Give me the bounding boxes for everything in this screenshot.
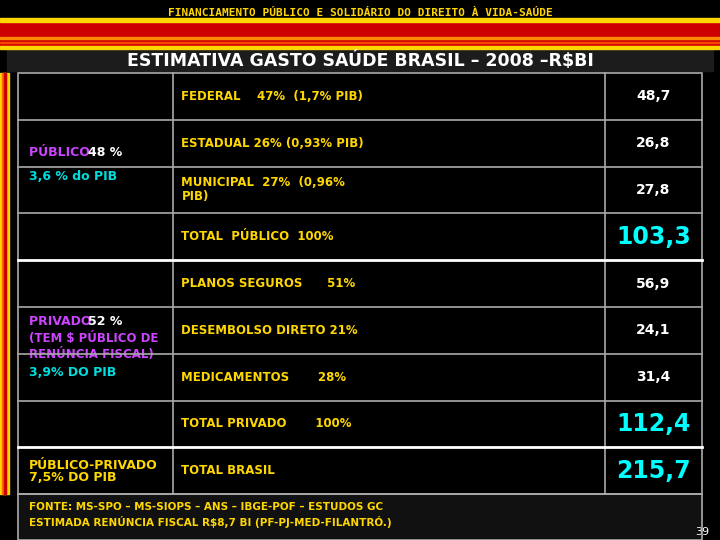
Bar xyxy=(0,22,720,48)
Text: TOTAL PRIVADO       100%: TOTAL PRIVADO 100% xyxy=(181,417,352,430)
Bar xyxy=(18,494,702,540)
Bar xyxy=(4,73,6,494)
Text: PLANOS SEGUROS      51%: PLANOS SEGUROS 51% xyxy=(181,277,356,290)
Text: FONTE: MS-SPO – MS-SIOPS – ANS – IBGE-POF – ESTUDOS GC: FONTE: MS-SPO – MS-SIOPS – ANS – IBGE-PO… xyxy=(29,502,383,512)
Text: TOTAL  PÚBLICO  100%: TOTAL PÚBLICO 100% xyxy=(181,230,334,243)
Text: 48,7: 48,7 xyxy=(636,89,670,103)
Bar xyxy=(18,73,702,494)
Bar xyxy=(7,50,713,71)
Text: ESTIMATIVA GASTO SAÚDE BRASIL – 2008 –R$BI: ESTIMATIVA GASTO SAÚDE BRASIL – 2008 –R$… xyxy=(127,51,593,70)
Text: PRIVADO: PRIVADO xyxy=(29,315,100,328)
Bar xyxy=(2,73,6,494)
Text: 48 %: 48 % xyxy=(88,146,122,159)
Text: ESTADUAL 26% (0,93% PIB): ESTADUAL 26% (0,93% PIB) xyxy=(181,137,364,150)
Text: 3,6 % do PIB: 3,6 % do PIB xyxy=(29,170,117,183)
Text: MUNICIPAL  27%  (0,96%: MUNICIPAL 27% (0,96% xyxy=(181,177,346,190)
Bar xyxy=(0,73,9,494)
Bar xyxy=(0,37,720,39)
Text: PÚBLICO: PÚBLICO xyxy=(29,146,99,159)
Bar xyxy=(0,18,720,22)
Text: FEDERAL    47%  (1,7% PIB): FEDERAL 47% (1,7% PIB) xyxy=(181,90,364,103)
Text: DESEMBOLSO DIRETO 21%: DESEMBOLSO DIRETO 21% xyxy=(181,324,358,337)
Text: (TEM $ PÚBLICO DE: (TEM $ PÚBLICO DE xyxy=(29,332,158,345)
Bar xyxy=(0,42,720,43)
Text: RENÚNCIA FISCAL): RENÚNCIA FISCAL) xyxy=(29,348,153,361)
Bar xyxy=(0,0,720,35)
Text: 27,8: 27,8 xyxy=(636,183,670,197)
Text: 215,7: 215,7 xyxy=(616,458,690,483)
Text: MEDICAMENTOS       28%: MEDICAMENTOS 28% xyxy=(181,370,346,383)
Text: 112,4: 112,4 xyxy=(616,412,690,436)
Text: ESTIMADA RENÚNCIA FISCAL R$8,7 BI (PF-PJ-MED-FILANTRÓ.): ESTIMADA RENÚNCIA FISCAL R$8,7 BI (PF-PJ… xyxy=(29,516,392,529)
Text: 39: 39 xyxy=(695,527,709,537)
Text: 56,9: 56,9 xyxy=(636,276,670,291)
Text: 103,3: 103,3 xyxy=(616,225,690,249)
Text: PÚBLICO-PRIVADO: PÚBLICO-PRIVADO xyxy=(29,459,158,472)
Text: FINANCIAMENTO PÚBLICO E SOLIDÁRIO DO DIREITO À VIDA-SAÚDE: FINANCIAMENTO PÚBLICO E SOLIDÁRIO DO DIR… xyxy=(168,9,552,18)
Bar xyxy=(18,494,702,540)
Text: 31,4: 31,4 xyxy=(636,370,670,384)
Text: 7,5% DO PIB: 7,5% DO PIB xyxy=(29,471,117,484)
Text: 3,9% DO PIB: 3,9% DO PIB xyxy=(29,366,116,379)
Text: 52 %: 52 % xyxy=(88,315,122,328)
Bar xyxy=(0,46,720,49)
Text: 26,8: 26,8 xyxy=(636,136,670,150)
Text: 24,1: 24,1 xyxy=(636,323,670,338)
Text: TOTAL BRASIL: TOTAL BRASIL xyxy=(181,464,275,477)
Text: PIB): PIB) xyxy=(181,191,209,204)
